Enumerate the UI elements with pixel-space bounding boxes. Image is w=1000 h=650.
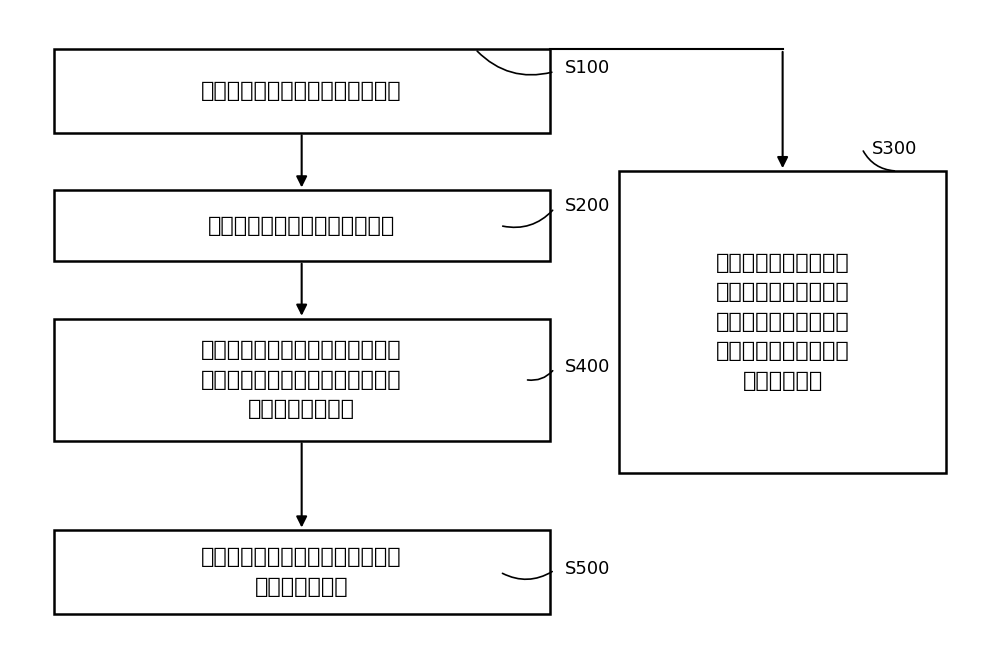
- Text: S300: S300: [872, 140, 917, 157]
- Text: S200: S200: [564, 198, 610, 215]
- Text: 在渲染区中渲染应该显示的节点，
并显示于可视区: 在渲染区中渲染应该显示的节点， 并显示于可视区: [201, 547, 402, 597]
- Bar: [54, 318, 550, 441]
- Text: S100: S100: [564, 59, 610, 77]
- Bar: [619, 171, 946, 473]
- Text: S500: S500: [564, 560, 610, 578]
- Text: 启用第一级缓存功能，
第一级缓存功能配置为
获取展开节点的后续至
少一个兄弟节点的子节
点数据并缓存: 启用第一级缓存功能， 第一级缓存功能配置为 获取展开节点的后续至 少一个兄弟节点…: [716, 253, 850, 391]
- Text: 接收到可视区中一节点的展开请求: 接收到可视区中一节点的展开请求: [201, 81, 402, 101]
- Bar: [54, 49, 550, 133]
- Text: 从展开节点的子节点中选择可视区
中应该显示的节点，获取应该显示
的节点的节点数据: 从展开节点的子节点中选择可视区 中应该显示的节点，获取应该显示 的节点的节点数据: [201, 340, 402, 419]
- Bar: [54, 530, 550, 614]
- Text: S400: S400: [564, 358, 610, 376]
- Text: 确定展开请求所对应的展开节点: 确定展开请求所对应的展开节点: [208, 216, 395, 235]
- Bar: [54, 190, 550, 261]
